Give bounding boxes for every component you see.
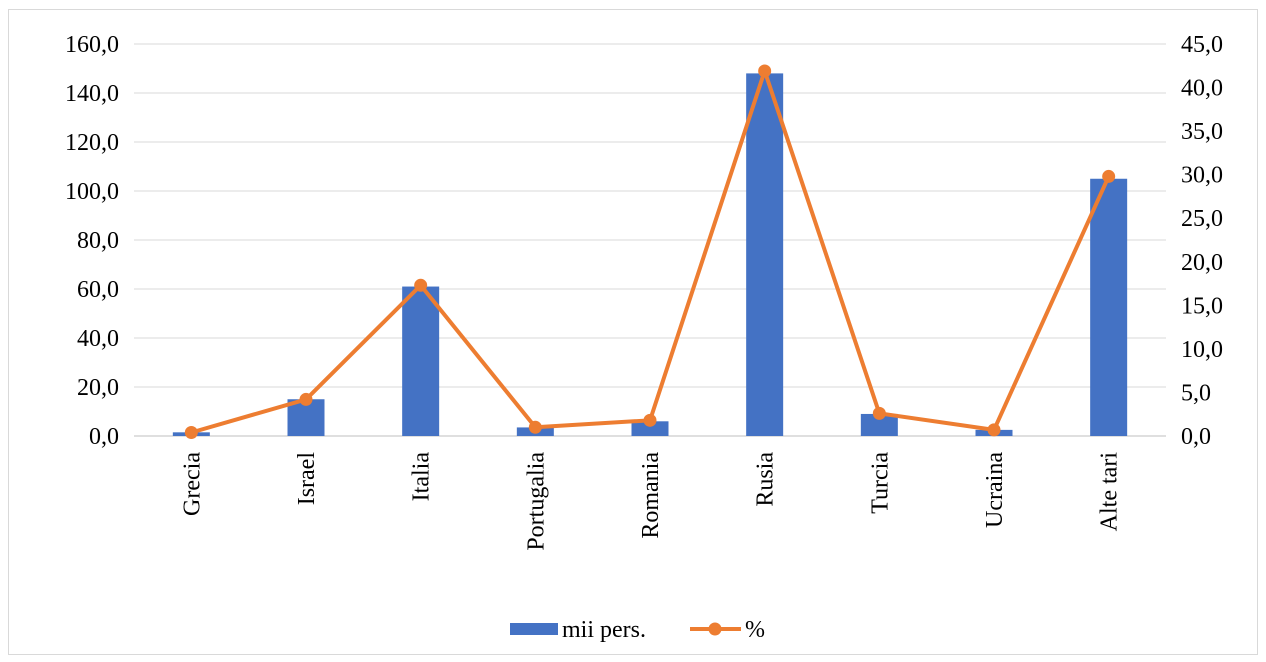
x-tick-label: Rusia [753,452,779,507]
x-tick-label: Alte tari [1097,452,1123,532]
y-right-tick-label: 20,0 [1181,250,1223,276]
y-right-tick-label: 45,0 [1181,32,1223,58]
bar [746,73,784,437]
y-left-tick-label: 0,0 [89,424,119,450]
bar [631,421,669,436]
y-left-tick-label: 80,0 [77,228,119,254]
y-right-tick-label: 0,0 [1181,424,1211,450]
percent-point [872,406,886,420]
y-right-tick-label: 10,0 [1181,337,1223,363]
y-left-tick-label: 20,0 [77,375,119,401]
x-tick-label: Ucraina [982,452,1008,528]
y-right-tick-label: 30,0 [1181,163,1223,189]
legend-swatch-bars [510,623,558,635]
percent-point [643,413,657,427]
y-right-tick-label: 15,0 [1181,293,1223,319]
percent-point [299,392,313,406]
legend-label-bars: mii pers. [562,617,646,643]
y-left-tick-label: 100,0 [65,179,119,205]
y-right-tick-label: 25,0 [1181,206,1223,232]
percent-point [758,64,772,78]
x-tick-label: Romania [638,452,664,539]
percent-point [528,420,542,434]
percent-point [1102,169,1116,183]
y-left-tick-label: 140,0 [65,81,119,107]
combo-chart: 0,0 20,0 40,0 60,0 80,0 100,0 120,0 140,0 160,0 0… [65,32,1223,643]
x-tick-label: Italia [409,452,435,502]
y-left-tick-label: 60,0 [77,277,119,303]
y-left-tick-label: 120,0 [65,130,119,156]
y-left-tick-label: 160,0 [65,32,119,58]
x-tick-label: Turcia [867,452,893,514]
y-left-tick-label: 40,0 [77,326,119,352]
percent-line [190,69,1111,435]
bar [860,413,898,436]
x-tick-label: Grecia [179,452,205,516]
legend-swatch-marker [708,622,722,636]
y-right-tick-label: 35,0 [1181,119,1223,145]
percent-point [414,278,428,292]
x-tick-label: Portugalia [523,452,549,551]
bar [1090,178,1128,436]
percent-point [987,423,1001,437]
y-right-tick-label: 40,0 [1181,76,1223,102]
percent-point [184,426,198,440]
bar [402,286,440,436]
legend-label-line: % [745,617,765,643]
chart-container: 0,0 20,0 40,0 60,0 80,0 100,0 120,0 140,0 160,0 0… [8,9,1258,655]
x-tick-label: Israel [294,452,320,506]
y-right-tick-label: 5,0 [1181,380,1211,406]
